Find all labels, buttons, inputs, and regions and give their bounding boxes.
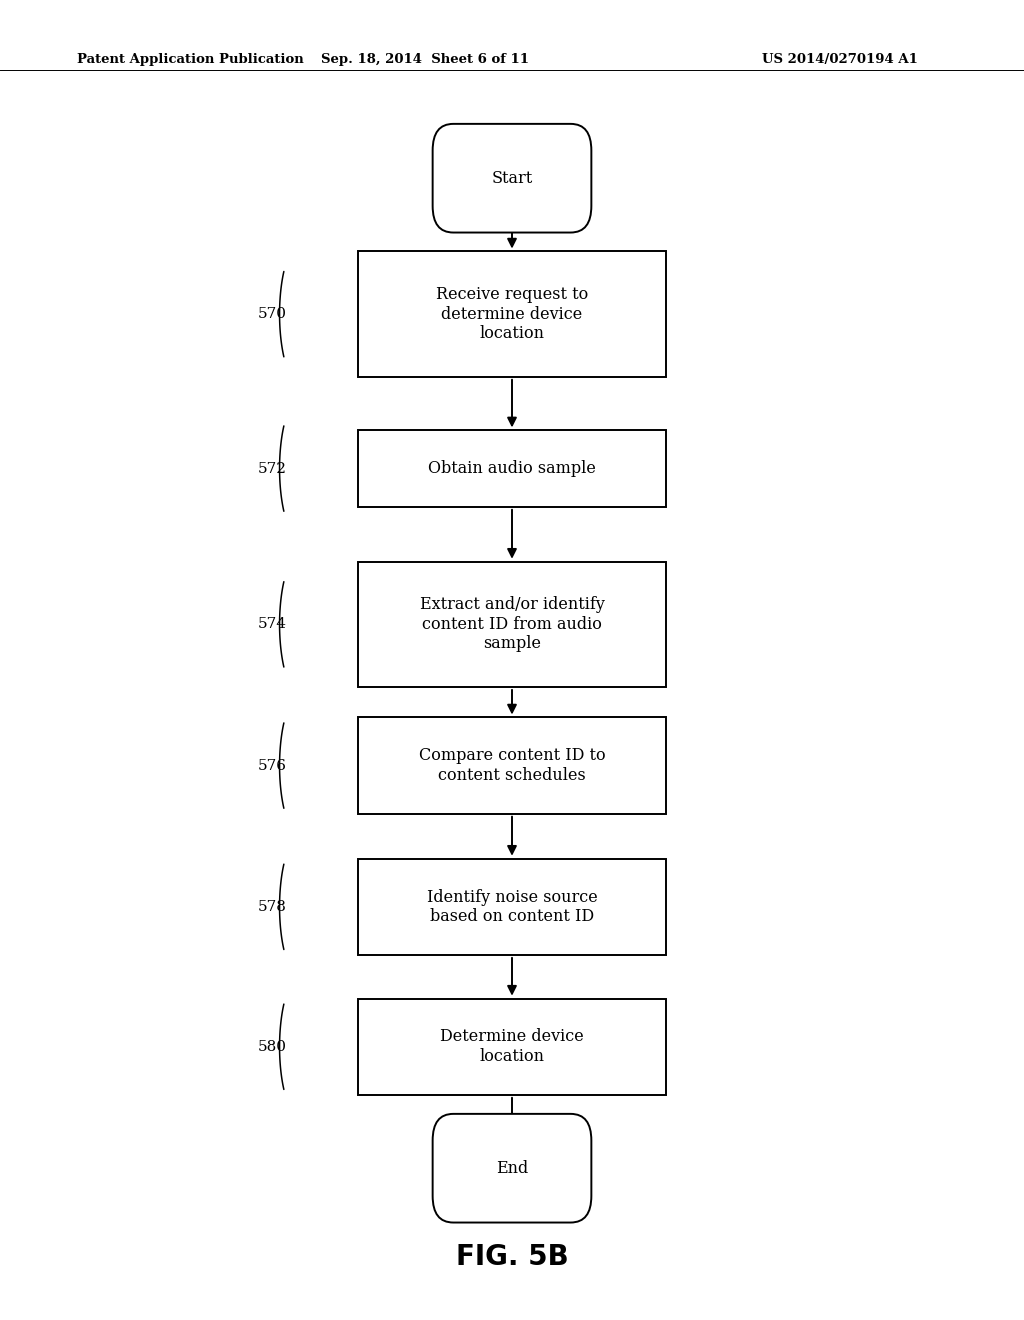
FancyBboxPatch shape [358,430,666,507]
Text: Identify noise source
based on content ID: Identify noise source based on content I… [427,888,597,925]
FancyBboxPatch shape [432,1114,592,1222]
FancyBboxPatch shape [358,251,666,378]
Text: Obtain audio sample: Obtain audio sample [428,461,596,477]
Text: Start: Start [492,170,532,186]
FancyBboxPatch shape [358,718,666,813]
Text: 580: 580 [258,1040,287,1053]
FancyBboxPatch shape [432,124,592,232]
FancyBboxPatch shape [358,858,666,956]
Text: Determine device
location: Determine device location [440,1028,584,1065]
Text: 578: 578 [258,900,287,913]
Text: US 2014/0270194 A1: US 2014/0270194 A1 [762,53,918,66]
Text: FIG. 5B: FIG. 5B [456,1242,568,1271]
Text: End: End [496,1160,528,1176]
FancyBboxPatch shape [358,998,666,1096]
Text: Compare content ID to
content schedules: Compare content ID to content schedules [419,747,605,784]
Text: Extract and/or identify
content ID from audio
sample: Extract and/or identify content ID from … [420,597,604,652]
Text: Patent Application Publication: Patent Application Publication [77,53,303,66]
Text: 576: 576 [258,759,287,772]
Text: Sep. 18, 2014  Sheet 6 of 11: Sep. 18, 2014 Sheet 6 of 11 [321,53,529,66]
Text: 574: 574 [258,618,287,631]
Text: Receive request to
determine device
location: Receive request to determine device loca… [436,286,588,342]
Text: 572: 572 [258,462,287,475]
Text: 570: 570 [258,308,287,321]
FancyBboxPatch shape [358,562,666,686]
